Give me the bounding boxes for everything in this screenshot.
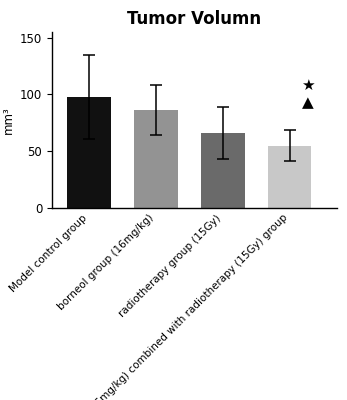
Bar: [201, 133, 245, 208]
Bar: [268, 146, 312, 208]
Title: Tumor Volumn: Tumor Volumn: [127, 10, 261, 28]
Bar: [134, 110, 178, 208]
Bar: [67, 97, 111, 208]
Text: ★: ★: [301, 78, 315, 93]
Text: ▲: ▲: [302, 95, 314, 110]
Y-axis label: mm³: mm³: [1, 106, 15, 134]
